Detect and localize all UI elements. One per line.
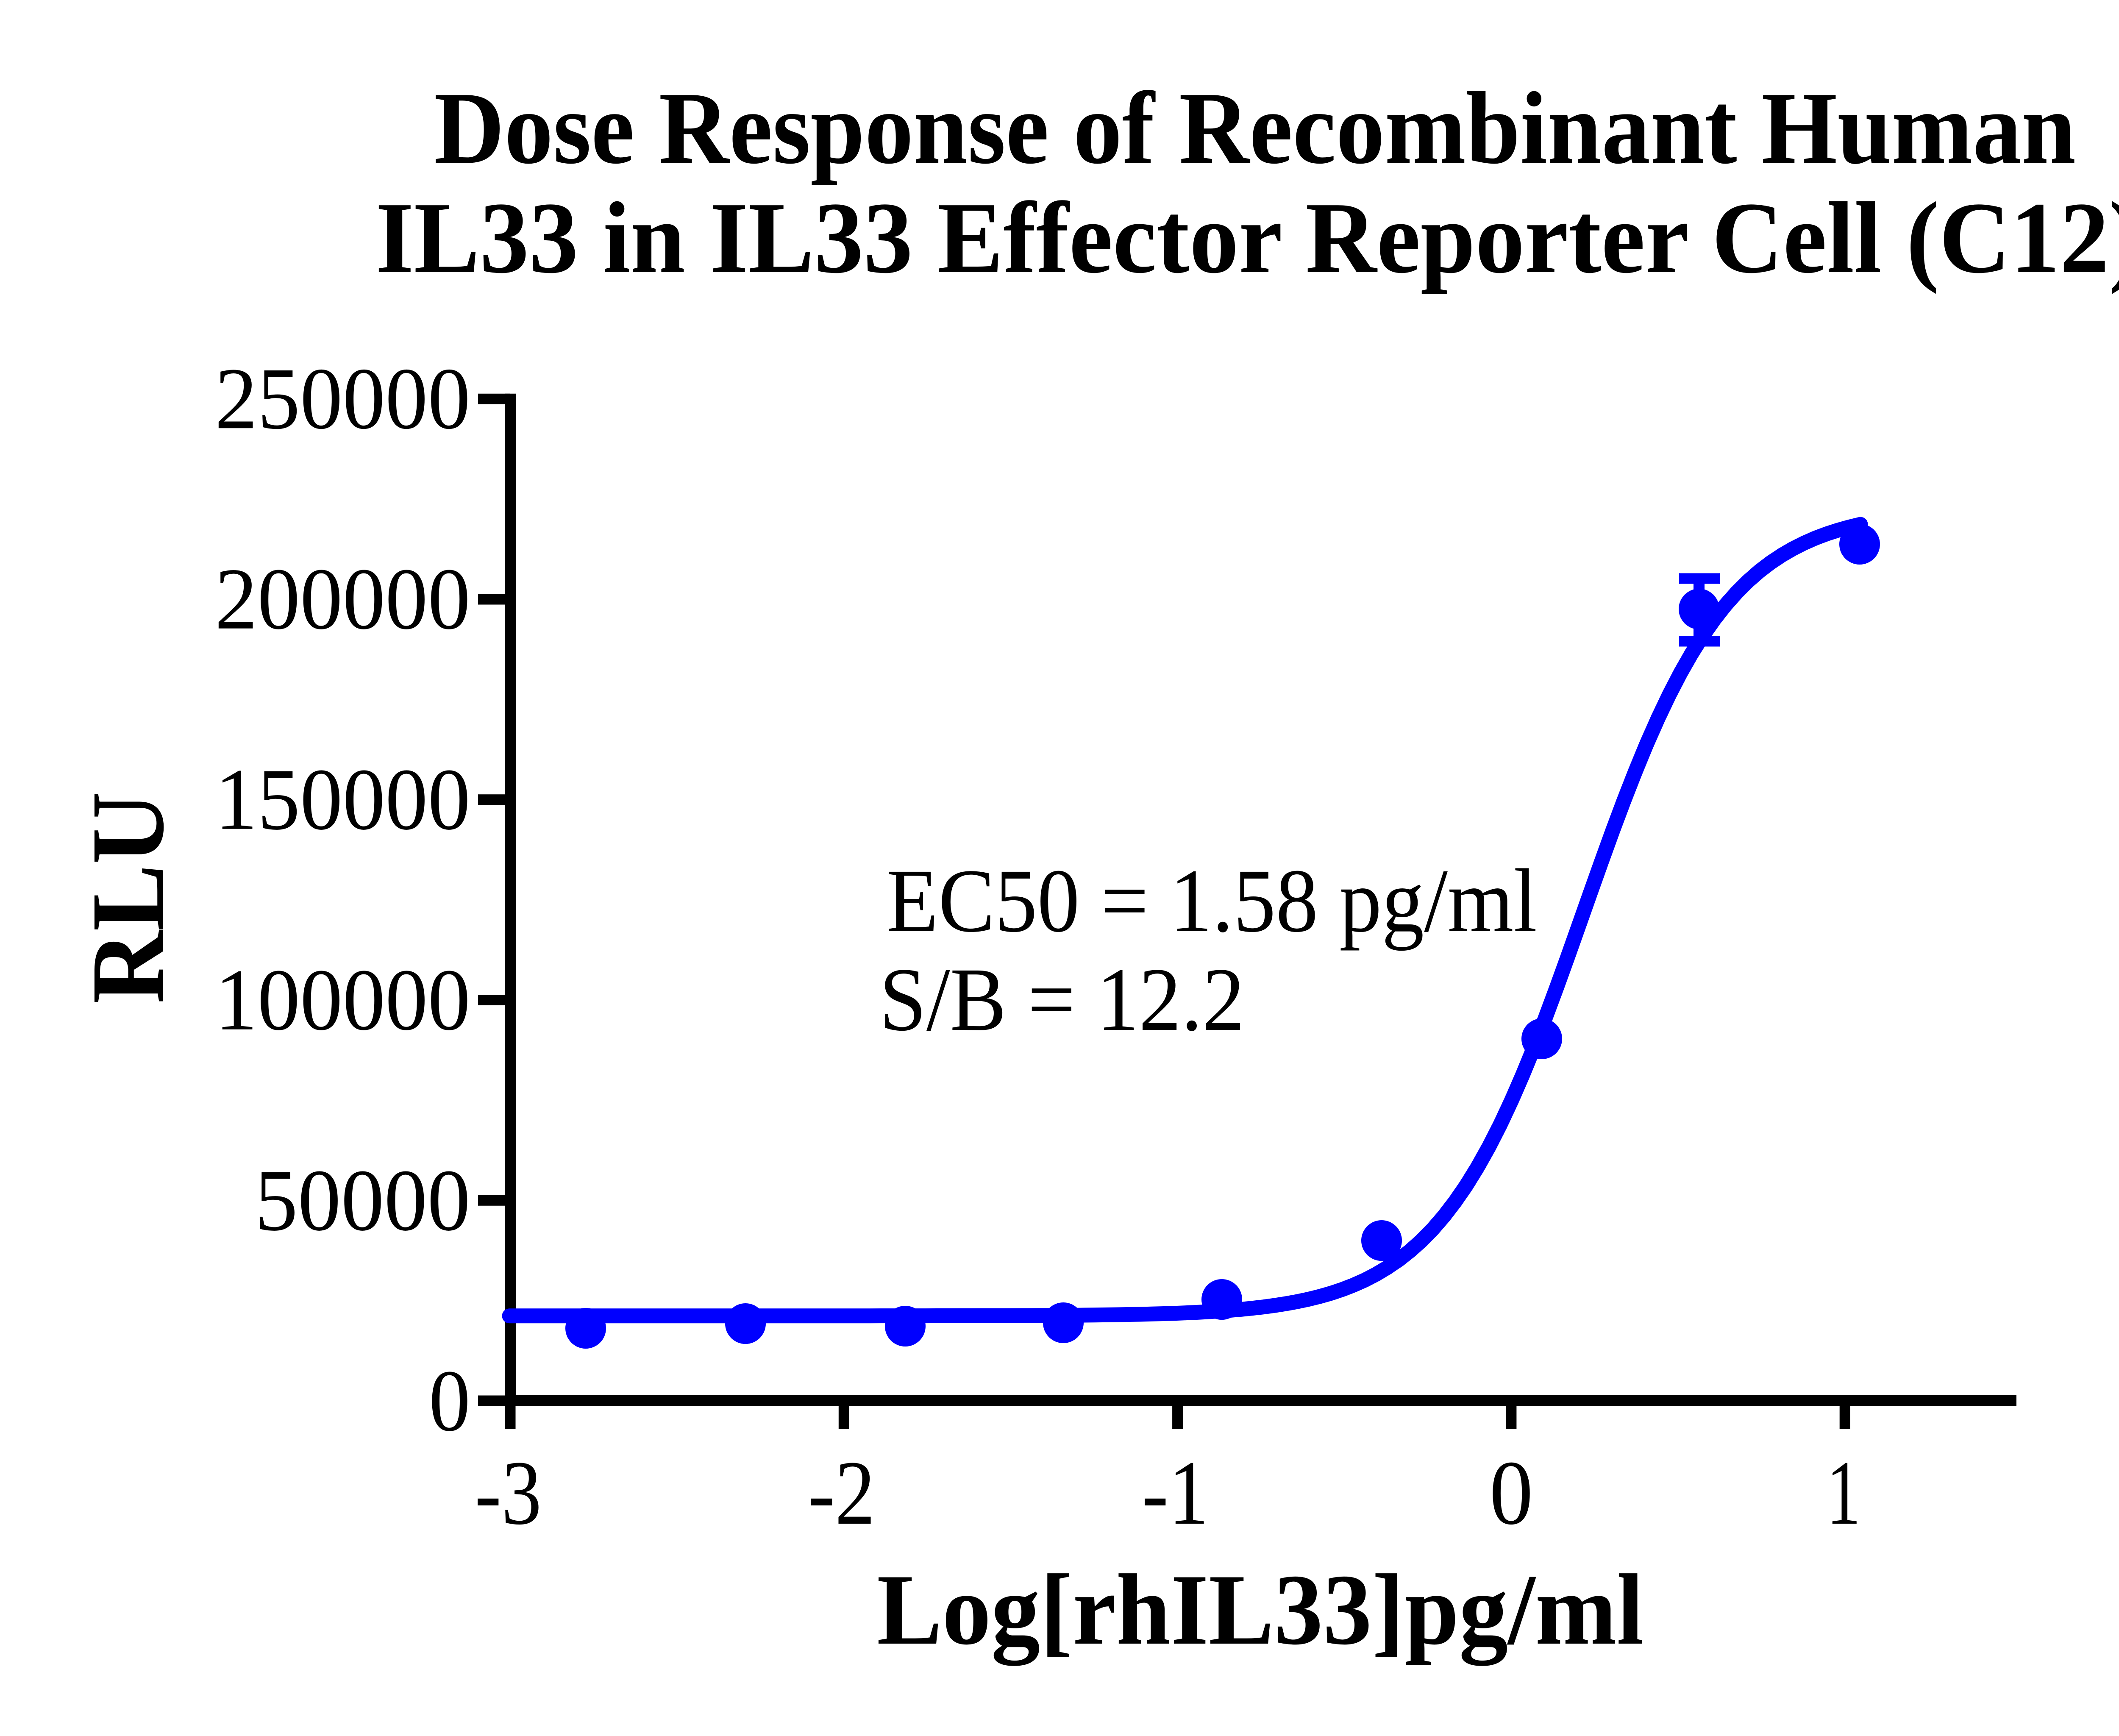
svg-text:150000: 150000 bbox=[215, 751, 470, 848]
svg-text:RLU: RLU bbox=[70, 792, 186, 1004]
svg-text:0: 0 bbox=[1490, 1442, 1533, 1544]
svg-text:-2: -2 bbox=[808, 1442, 875, 1544]
svg-text:EC50 = 1.58 pg/ml: EC50 = 1.58 pg/ml bbox=[887, 851, 1537, 951]
svg-text:250000: 250000 bbox=[215, 350, 470, 447]
svg-text:-1: -1 bbox=[1142, 1442, 1209, 1544]
svg-text:50000: 50000 bbox=[255, 1152, 470, 1249]
svg-text:100000: 100000 bbox=[215, 951, 470, 1049]
svg-text:0: 0 bbox=[429, 1352, 470, 1449]
svg-text:Log[rhIL33]pg/ml: Log[rhIL33]pg/ml bbox=[877, 1553, 1644, 1666]
svg-text:Dose Response of Recombinant H: Dose Response of Recombinant Human bbox=[434, 71, 2076, 185]
svg-text:IL33 in IL33 Effector Reporter: IL33 in IL33 Effector Reporter Cell (C12… bbox=[375, 181, 2119, 295]
svg-text:1: 1 bbox=[1827, 1442, 1861, 1544]
svg-text:S/B = 12.2: S/B = 12.2 bbox=[879, 949, 1245, 1050]
svg-text:-3: -3 bbox=[475, 1442, 542, 1544]
svg-text:200000: 200000 bbox=[215, 550, 470, 648]
